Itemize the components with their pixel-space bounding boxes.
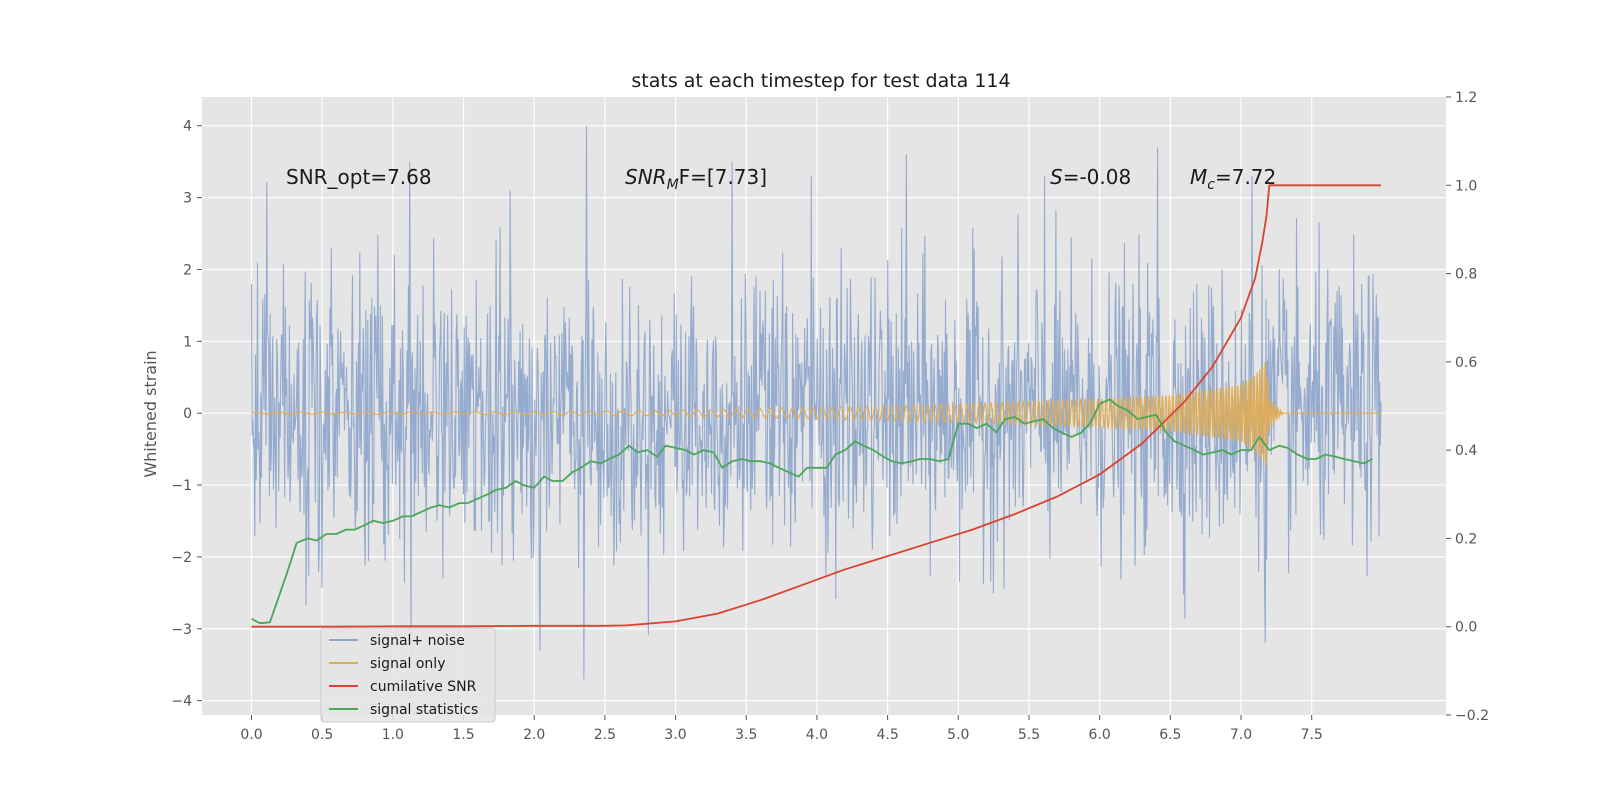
x-tick-label: 4.0 xyxy=(806,727,828,743)
annotation-mc-sub: c xyxy=(1207,177,1215,193)
y2-tick-label: 0.4 xyxy=(1455,443,1477,459)
x-tick-label: 6.5 xyxy=(1159,727,1181,743)
legend-label-stats: signal statistics xyxy=(370,702,478,718)
y-axis-label: Whitened strain xyxy=(141,350,160,477)
x-tick-label: 6.0 xyxy=(1089,727,1111,743)
axes: 0.0 0.5 1.0 1.5 2.0 2.5 3.0 3.5 4.0 4.5 5.0 5.5 6.0 6… xyxy=(171,90,1489,743)
annotation-snr-opt: SNR_opt=7.68 xyxy=(286,165,432,189)
y2-tick-label: 0.0 xyxy=(1455,620,1477,636)
y-tick-label: 3 xyxy=(183,191,192,207)
legend-box xyxy=(320,627,496,723)
y-tick-label: −4 xyxy=(171,694,192,710)
y-tick-label: 1 xyxy=(183,334,192,350)
x-tick-label: 0.5 xyxy=(311,727,333,743)
x-tick-label: 4.5 xyxy=(876,727,898,743)
annotation-mc: Mc=7.72 xyxy=(1190,165,1276,193)
annotation-s-value: =-0.08 xyxy=(1063,165,1132,189)
chart-title: stats at each timestep for test data 114 xyxy=(631,70,1010,92)
legend-label-signal: signal only xyxy=(370,656,445,672)
annotation-s-symbol: S xyxy=(1050,165,1063,189)
signal-only-series xyxy=(251,362,1381,467)
annotation-snr-mf-sub: M xyxy=(667,177,679,193)
x-tick-label: 7.5 xyxy=(1301,727,1323,743)
y2-tick-label: 0.2 xyxy=(1455,531,1477,547)
x-tick-label: 1.5 xyxy=(452,727,474,743)
stats-line xyxy=(251,398,1373,625)
x-tick-label: 3.5 xyxy=(735,727,757,743)
x-tick-label: 7.0 xyxy=(1230,727,1252,743)
cumulative-snr-series xyxy=(251,184,1381,628)
x-tick-label: 1.0 xyxy=(382,727,404,743)
y-tick-label: −3 xyxy=(171,622,192,638)
y-tick-label: 4 xyxy=(183,119,192,135)
legend-label-noise: signal+ noise xyxy=(370,633,465,649)
annotation-mc-symbol: M xyxy=(1190,165,1207,189)
annotation-snr-mf-value: F=[7.73] xyxy=(679,165,767,189)
y2-tick-label: 0.6 xyxy=(1455,355,1477,371)
y2-tick-label: 0.8 xyxy=(1455,267,1477,283)
y-tick-label: −1 xyxy=(171,478,192,494)
x-tick-label: 2.5 xyxy=(594,727,616,743)
y2-tick-label: −0.2 xyxy=(1455,708,1489,724)
annotation-snr-mf-main: SNR xyxy=(625,165,667,189)
y2-tick-label: 1.2 xyxy=(1455,90,1477,106)
signal-trace xyxy=(251,362,1381,467)
y-tick-label: 2 xyxy=(183,262,192,278)
signal-noise-series xyxy=(250,125,1382,680)
annotation-snr-mf: SNRMF=[7.73] xyxy=(625,165,767,193)
annotation-s: S=-0.08 xyxy=(1050,165,1131,189)
x-tick-label: 5.0 xyxy=(947,727,969,743)
signal-statistics-series xyxy=(251,398,1373,625)
y2-tick-label: 1.0 xyxy=(1455,178,1477,194)
annotation-mc-value: =7.72 xyxy=(1215,165,1276,189)
y-tick-label: 0 xyxy=(183,406,192,422)
snr-line xyxy=(251,184,1381,628)
x-tick-label: 2.0 xyxy=(523,727,545,743)
y-tick-label: −2 xyxy=(171,550,192,566)
x-tick-label: 0.0 xyxy=(240,727,262,743)
legend-label-snr: cumilative SNR xyxy=(370,679,477,695)
legend: signal+ noise signal only cumilative SNR… xyxy=(320,627,496,723)
x-tick-label: 3.0 xyxy=(664,727,686,743)
noise-trace xyxy=(250,125,1382,680)
x-tick-label: 5.5 xyxy=(1018,727,1040,743)
